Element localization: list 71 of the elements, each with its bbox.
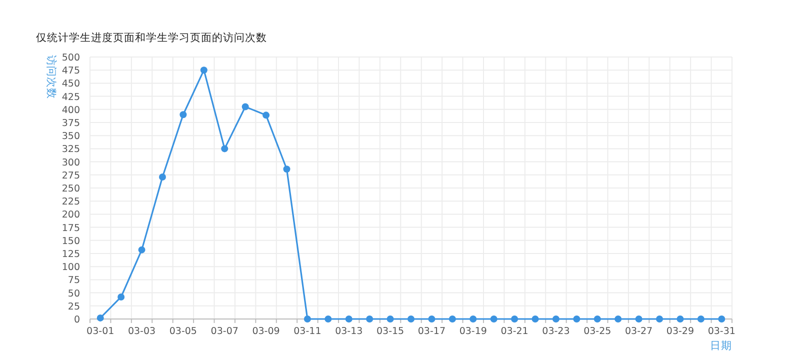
y-tick-label: 425 [62,92,80,103]
x-tick-label: 03-23 [542,326,570,337]
y-tick-label: 250 [62,184,80,194]
point [324,316,332,322]
point [532,316,539,322]
y-tick-label: 75 [68,275,80,286]
x-tick-label: 03-09 [252,326,280,337]
point [676,316,684,322]
point [718,316,726,322]
point [180,111,187,118]
y-tick-label: 500 [62,52,80,64]
y-tick-label: 225 [62,196,80,208]
x-tick-label: 03-27 [625,326,653,337]
point [448,316,456,322]
point [345,316,352,322]
y-tick-label: 300 [62,157,80,168]
point [573,316,580,322]
y-tick-label: 375 [62,118,80,129]
x-tick-label: 03-15 [376,326,404,337]
y-tick-label: 150 [62,236,80,247]
x-tick-label: 03-31 [708,326,736,337]
chart-title: 仅统计学生进度页面和学生学习页面的访问次数 [36,31,267,44]
point [304,316,311,322]
x-tick-label: 03-25 [584,326,612,337]
point [408,316,414,322]
x-tick-label: 03-01 [86,326,114,337]
point [242,103,249,110]
x-tick-label: 03-13 [335,326,363,337]
point [262,112,270,119]
point [594,316,601,322]
x-tick-label: 03-21 [500,326,528,337]
x-tick-label: 03-07 [210,326,238,337]
point [614,316,622,322]
point [656,316,664,322]
point [635,316,642,322]
y-tick-label: 25 [68,301,80,312]
x-axis-title: 日期 [710,340,732,352]
y-tick-label: 325 [62,144,80,156]
y-tick-label: 275 [62,170,80,182]
point [470,316,477,322]
point [386,316,394,322]
y-tick-label: 400 [62,104,80,116]
y-tick-label: 100 [62,262,80,274]
point [200,66,208,74]
x-tick-label: 03-19 [459,326,487,337]
point [428,316,436,322]
y-tick-label: 475 [62,66,80,77]
y-tick-label: 125 [62,249,80,260]
point [511,316,518,322]
y-tick-label: 0 [74,314,80,326]
point [118,293,125,300]
point [221,145,228,152]
point [96,314,104,322]
y-tick-label: 350 [62,131,80,142]
x-tick-label: 03-29 [666,326,694,337]
point [138,246,146,254]
point [366,316,374,322]
point [552,316,560,322]
y-tick-label: 50 [68,288,80,300]
x-tick-label: 03-17 [418,326,446,337]
y-axis-title: 访问次数 [45,55,58,99]
x-tick-label: 03-05 [169,326,197,337]
x-tick-label: 03-11 [294,326,322,337]
point [697,316,704,322]
y-tick-label: 200 [62,210,80,221]
point [283,166,290,173]
y-tick-label: 175 [62,222,80,234]
x-tick-label: 03-03 [128,326,156,337]
point [490,316,498,322]
point [158,173,166,180]
y-tick-label: 450 [62,78,80,90]
